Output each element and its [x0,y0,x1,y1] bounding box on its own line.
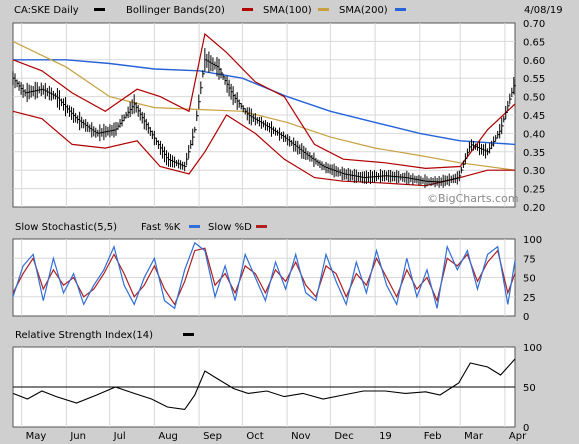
y-tick-label: 0.35 [523,148,545,159]
x-tick-label: Feb [424,431,442,442]
stochastic-slow-d-line [12,247,516,306]
legend-sma200-swatch [395,8,406,11]
x-tick-label: Mar [464,431,484,442]
y-tick-label: 25 [523,293,536,304]
legend-rsi-swatch [183,333,194,336]
y-tick-label: 0.65 [523,37,545,48]
bollinger-upper-line [12,32,516,170]
legend-ticker-swatch [94,8,105,11]
legend-ticker: CA:SKE Daily [14,5,79,16]
x-tick-label: 19 [379,431,392,442]
y-tick-label: 0.70 [523,19,545,30]
y-tick-label: 0.30 [523,166,545,177]
x-tick-label: Oct [246,431,263,442]
y-tick-label: 0.55 [523,74,545,85]
legend-bollinger-swatch [242,8,253,11]
legend-sma100: SMA(100) [263,5,312,16]
y-tick-label: 100 [523,235,542,246]
x-tick-label: Aug [158,431,178,442]
y-tick-label: 75 [523,254,536,265]
y-tick-label: 0.60 [523,56,545,67]
sma100-line [12,40,516,171]
x-tick-label: Jun [69,431,86,442]
x-tick-label: Nov [291,431,311,442]
x-tick-label: Dec [334,431,353,442]
y-tick-label: 0.45 [523,111,545,122]
stochastic-title: Slow Stochastic(5,5) [15,222,117,233]
y-tick-label: 100 [523,343,542,354]
rsi-title: Relative Strength Index(14) [15,330,153,341]
legend-slow-d-swatch [256,225,267,228]
y-tick-label: 50 [523,383,536,394]
y-tick-label: 0.50 [523,93,545,104]
stochastic-fast-k-line [12,241,516,310]
y-tick-label: 0.20 [523,203,545,214]
x-tick-label: May [26,431,47,442]
legend-bollinger: Bollinger Bands(20) [126,5,225,16]
y-tick-label: 50 [523,274,536,285]
legend-sma200: SMA(200) [339,5,388,16]
y-tick-label: 0.25 [523,185,545,196]
y-tick-label: 0 [523,423,529,434]
legend-fast-k-swatch [189,225,200,228]
rsi-line [12,358,516,410]
legend-fast-k: Fast %K [141,222,181,233]
x-tick-label: Sep [203,431,222,442]
x-tick-label: Apr [509,431,527,442]
y-tick-label: 0 [523,312,529,323]
legend-slow-d: Slow %D [208,222,252,233]
legend-sma100-swatch [318,8,329,11]
sma200-line [13,59,516,146]
date-label: 4/08/19 [524,5,563,16]
x-tick-label: Jul [113,431,126,442]
y-tick-label: 0.40 [523,129,545,140]
watermark: ©BigCharts.com [427,192,519,205]
